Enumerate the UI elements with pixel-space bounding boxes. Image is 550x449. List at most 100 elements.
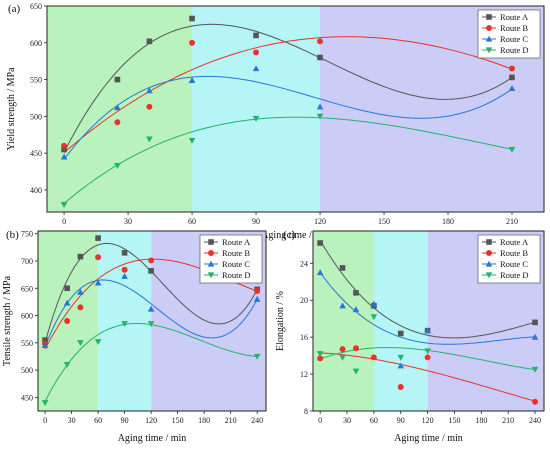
point-2-4	[189, 39, 196, 46]
point-2-5	[253, 49, 260, 56]
point-2-5	[397, 384, 404, 390]
y-axis-label: Tensile strength / MPa	[2, 275, 13, 366]
point-4-2	[63, 361, 71, 368]
panel-label: (c)	[283, 229, 296, 241]
point-3-4	[188, 77, 196, 83]
panel-label: (a)	[8, 3, 21, 15]
y-tick-label: 8	[304, 407, 308, 416]
x-tick-label: 60	[370, 416, 378, 425]
legend-marker	[485, 260, 493, 267]
y-tick-label: 550	[30, 76, 42, 85]
legend-entry: Route C	[500, 259, 528, 269]
point-3-7	[253, 295, 261, 302]
plot-frame	[37, 230, 267, 412]
y-tick-label: 450	[21, 393, 33, 402]
point-2-2	[339, 346, 346, 353]
legend-marker	[485, 47, 493, 54]
point-3-4	[370, 300, 378, 307]
legend-marker	[486, 14, 492, 20]
trend-line-4	[63, 116, 513, 204]
y-tick-label: 750	[21, 230, 33, 239]
y-tick-label: 650	[21, 284, 33, 293]
x-axis-label: Aging time / min	[394, 433, 463, 444]
point-1-5	[121, 250, 128, 256]
point-2-6	[317, 38, 324, 45]
point-2-2	[64, 318, 71, 324]
point-2-7	[532, 398, 539, 405]
y-tick-label: 550	[21, 339, 33, 348]
point-2-7	[509, 65, 515, 72]
point-4-6	[316, 113, 324, 120]
point-1-2	[114, 76, 121, 83]
point-4-2	[114, 163, 121, 169]
x-tick-label: 90	[397, 416, 405, 425]
point-4-2	[339, 354, 346, 361]
point-3-6	[316, 103, 324, 110]
x-tick-label: 90	[121, 416, 129, 425]
legend-marker	[486, 239, 492, 245]
y-tick-label: 500	[30, 112, 42, 121]
point-2-3	[353, 345, 359, 352]
point-4-3	[77, 340, 84, 347]
point-1-2	[64, 285, 70, 292]
x-tick-label: 60	[94, 416, 102, 425]
point-3-3	[77, 288, 84, 295]
point-3-2	[114, 104, 121, 111]
panel-label: (b)	[6, 229, 19, 241]
point-2-6	[148, 257, 155, 264]
trend-line-2	[63, 36, 513, 153]
point-1-7	[509, 74, 515, 81]
point-4-7	[531, 366, 539, 373]
point-2-6	[424, 354, 431, 361]
x-tick-label: 210	[506, 217, 518, 226]
y-tick-label: 450	[30, 149, 42, 158]
legend-entry: Route C	[500, 34, 528, 44]
point-1-1	[317, 240, 323, 246]
point-4-7	[253, 353, 261, 360]
y-tick-label: 600	[21, 312, 33, 321]
point-4-3	[146, 136, 153, 143]
y-tick-label: 400	[30, 186, 42, 195]
point-3-2	[339, 302, 346, 309]
zone-2	[98, 231, 152, 411]
point-1-1	[61, 146, 67, 153]
point-1-4	[189, 15, 195, 22]
panel-a: 0 30 60 90 120 150 180 210 400 450 500 550 600 650 Agi…	[6, 2, 545, 241]
point-2-4	[95, 254, 102, 261]
point-1-6	[148, 268, 154, 274]
legend-entry: Route D	[500, 270, 529, 280]
point-3-3	[146, 87, 153, 94]
point-4-1	[316, 351, 324, 358]
x-tick-label: 150	[378, 217, 390, 226]
point-2-1	[61, 142, 68, 149]
point-4-4	[94, 339, 102, 346]
panel-c: 0 30 60 90 120 150 180 210 240 8 12 16 20 24 Aging tim…	[275, 229, 545, 444]
point-3-4	[94, 279, 102, 286]
trend-line-1	[63, 23, 513, 153]
y-tick-label: 16	[300, 333, 308, 342]
x-tick-label: 240	[251, 416, 263, 425]
point-3-1	[60, 153, 68, 160]
legend-marker	[208, 250, 214, 256]
y-tick-label: 700	[21, 257, 33, 266]
y-axis-label: Yield strength / MPa	[6, 67, 17, 151]
point-1-5	[253, 32, 259, 39]
point-4-1	[60, 202, 68, 208]
legend-entry: Route C	[222, 259, 250, 269]
y-tick-label: 12	[300, 370, 308, 379]
x-axis-label: Aging time / min	[261, 230, 330, 241]
x-tick-label: 30	[124, 217, 132, 226]
point-4-6	[147, 321, 155, 328]
x-tick-label: 120	[314, 217, 326, 226]
point-2-4	[370, 354, 377, 361]
legend-entry: Route D	[222, 270, 251, 280]
x-tick-label: 180	[442, 217, 454, 226]
point-3-6	[147, 305, 155, 312]
y-axis-label: Elongation / %	[275, 291, 286, 351]
trend-line-2	[320, 352, 536, 402]
point-2-5	[121, 266, 128, 273]
point-2-2	[114, 119, 121, 126]
